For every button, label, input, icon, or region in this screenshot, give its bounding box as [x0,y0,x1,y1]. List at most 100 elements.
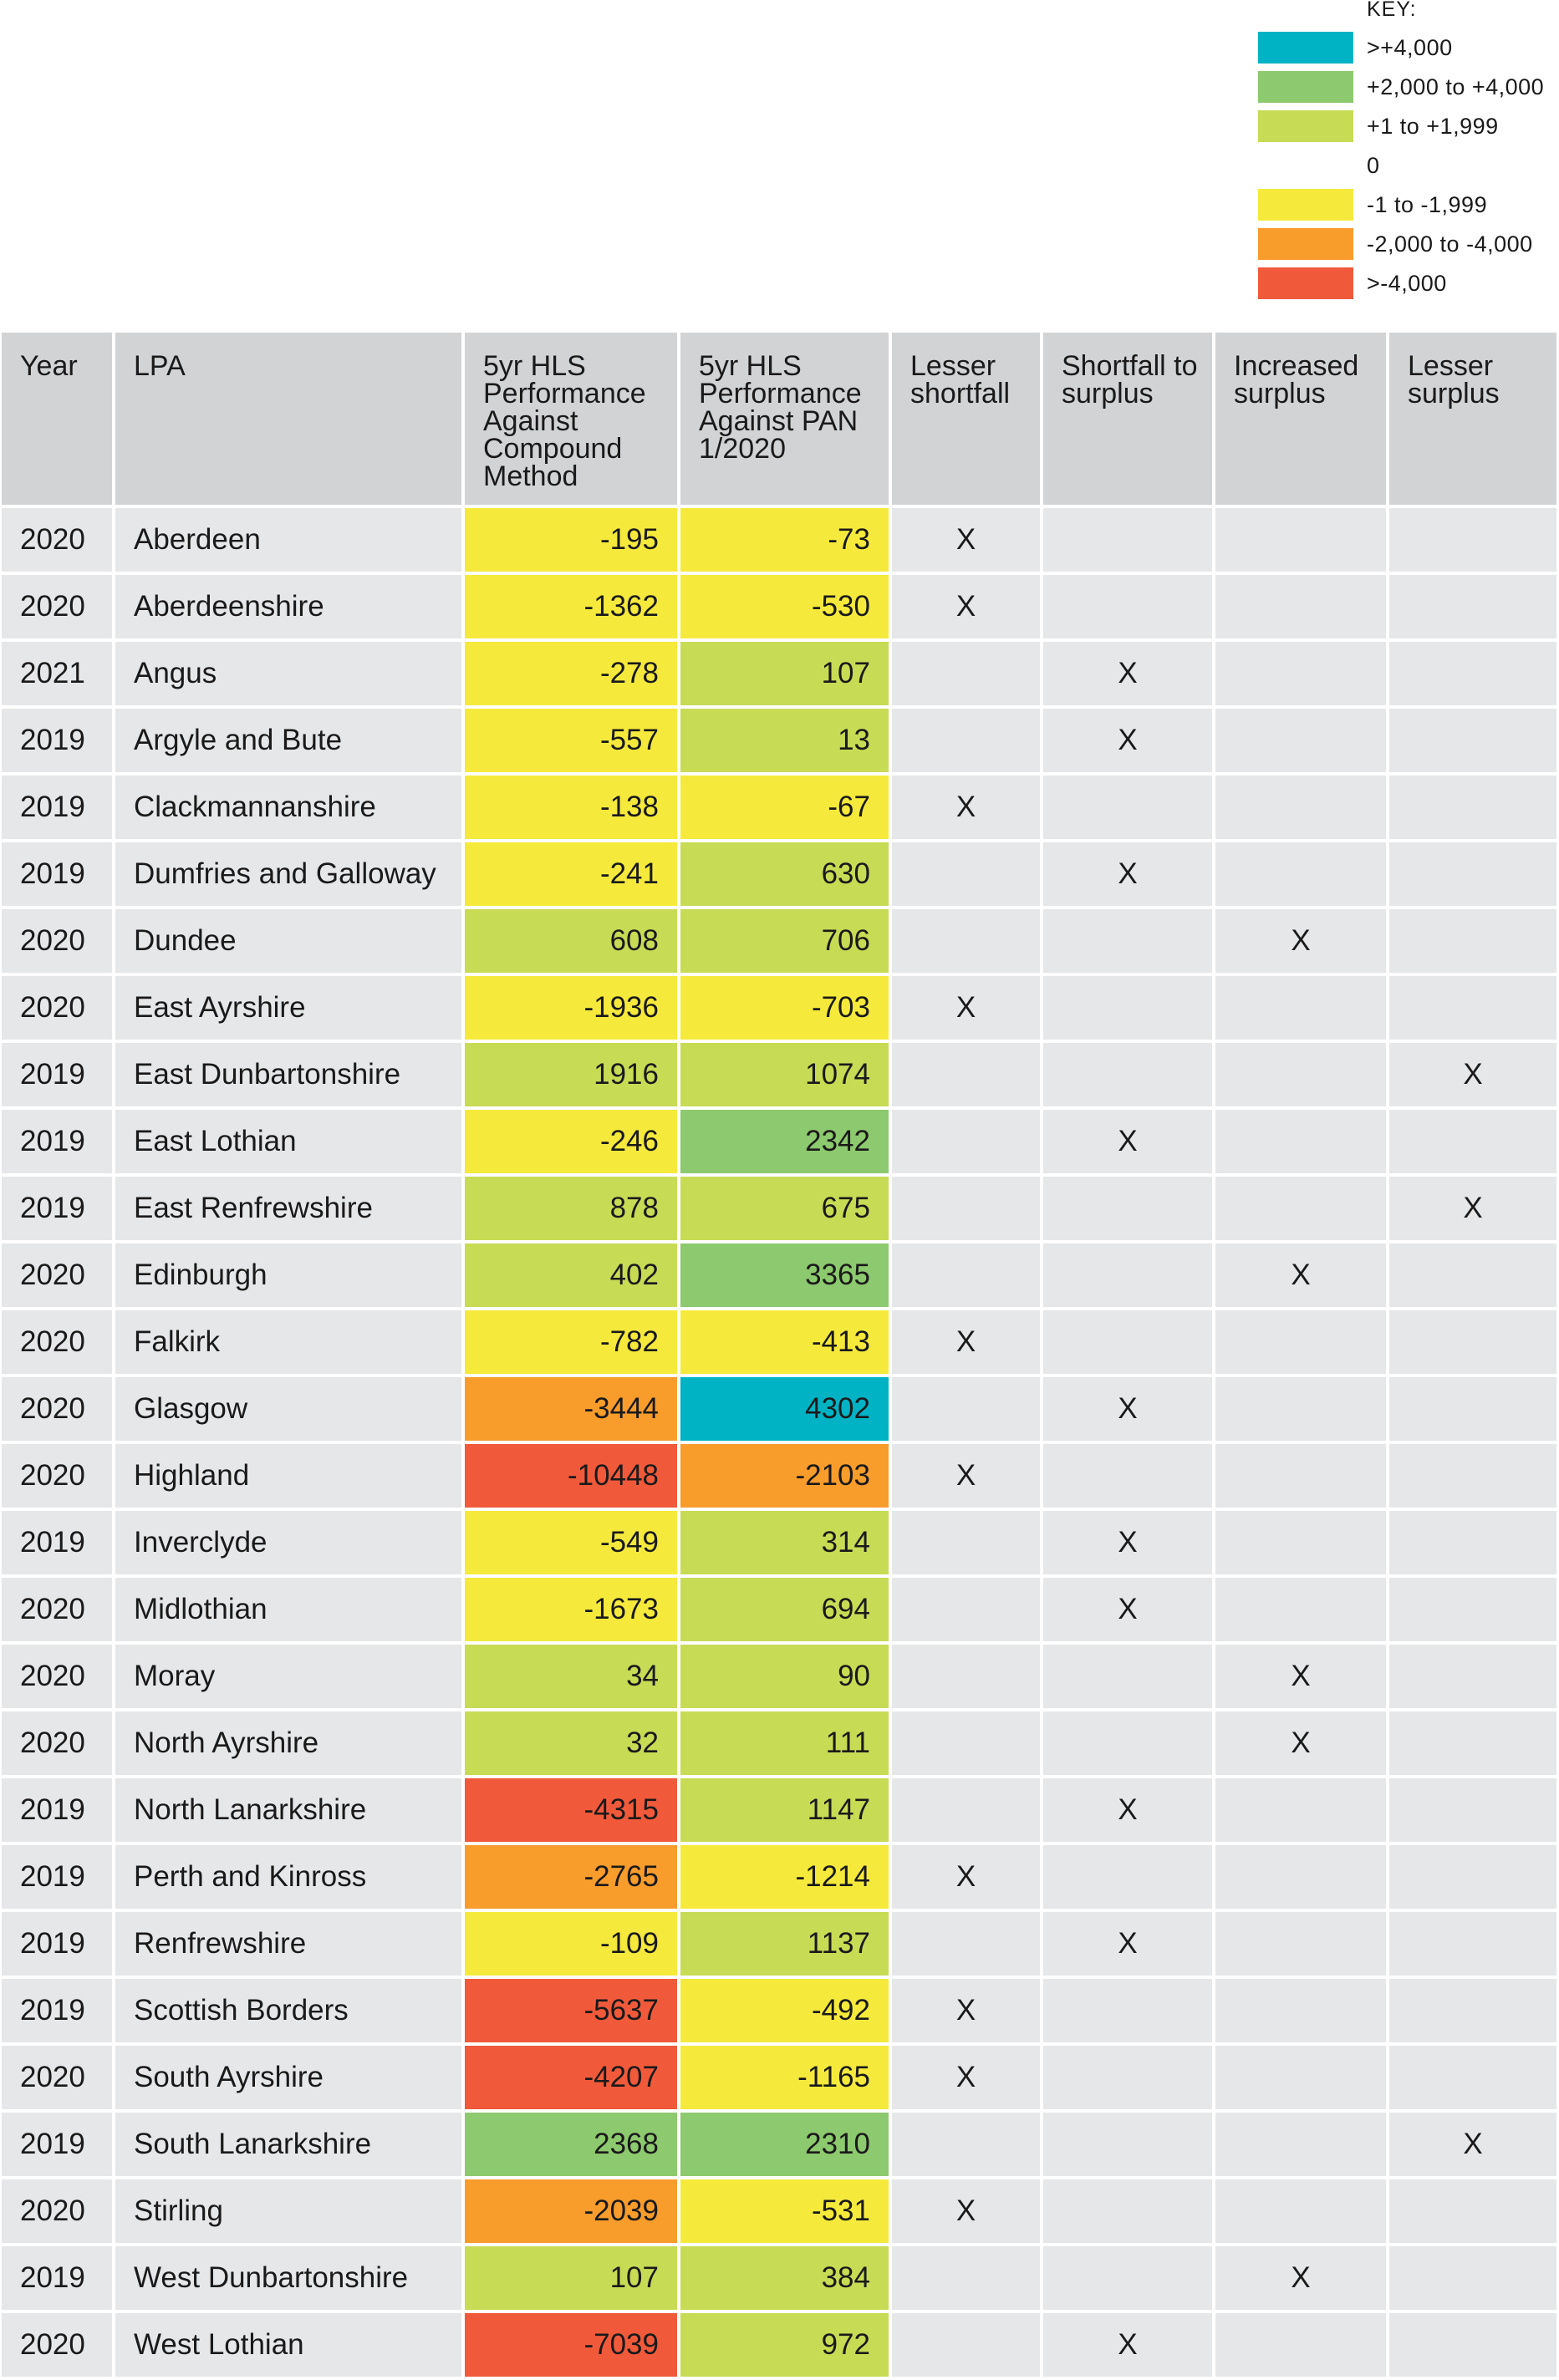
compound-value-cell: -4207 [465,2046,677,2109]
legend-label: +2,000 to +4,000 [1367,74,1545,99]
table-row: 2020 Moray 34 90 X [2,1645,1556,1708]
lpa-name-cell: Perth and Kinross [115,1845,461,1909]
year-cell: 2019 [2,1177,112,1240]
category-mark-cell: X [1215,909,1386,973]
pan-value-cell: -1165 [680,2046,889,2109]
lpa-name: East Ayrshire [134,991,306,1024]
legend-item: +2,000 to +4,000 [1258,71,1559,103]
header-cell-lpa: LPA [115,333,461,505]
lpa-name-cell: North Ayrshire [115,1711,461,1775]
category-mark: X [1118,2328,1138,2361]
category-mark-cell: X [1389,1177,1556,1240]
lpa-name-cell: Midlothian [115,1578,461,1641]
lpa-name-cell: South Ayrshire [115,2046,461,2109]
pan-value: 90 [838,1660,870,1692]
compound-value: 107 [609,2261,659,2294]
year: 2019 [20,2128,85,2160]
pan-value-cell: -2103 [680,1444,889,1508]
category-mark: X [1118,1125,1138,1157]
category-mark-cell: X [1215,1243,1386,1307]
category-mark-cell: X [1043,842,1212,906]
category-mark-cell [1389,842,1556,906]
year-cell: 2019 [2,1778,112,1842]
lpa-name: East Dunbartonshire [134,1058,401,1091]
category-mark-cell [1389,2246,1556,2310]
category-mark-cell [892,1377,1040,1441]
category-mark-cell: X [892,776,1040,839]
legend-title: KEY: [1367,0,1417,21]
category-mark-cell [1389,776,1556,839]
lpa-name: Midlothian [134,1593,267,1625]
category-mark: X [1118,724,1138,756]
category-mark: X [1291,1727,1311,1759]
category-mark-cell [892,1177,1040,1240]
category-mark-cell [1215,575,1386,638]
compound-value: 608 [609,924,659,957]
header-lpa: LPA [134,350,186,382]
year: 2019 [20,1793,85,1826]
lpa-name-cell: West Dunbartonshire [115,2246,461,2310]
pan-value-cell: 972 [680,2313,889,2377]
pan-value-cell: -413 [680,1310,889,1374]
year-cell: 2020 [2,1243,112,1307]
pan-value-cell: 4302 [680,1377,889,1441]
lpa-name: West Dunbartonshire [134,2261,409,2294]
category-mark-cell [1215,1310,1386,1374]
lpa-name-cell: Falkirk [115,1310,461,1374]
year-cell: 2019 [2,1511,112,1574]
legend-item: >+4,000 [1258,32,1559,64]
year-cell: 2020 [2,909,112,973]
pan-value: 675 [821,1192,870,1224]
table-row: 2020 Aberdeen -195 -73 X [2,508,1556,572]
lpa-name: Inverclyde [134,1526,267,1559]
lpa-name: Aberdeenshire [134,590,324,623]
category-mark-cell [1389,1778,1556,1842]
legend-item: -2,000 to -4,000 [1258,228,1559,260]
compound-value: -7039 [583,2328,659,2361]
header-cell-pan: 5yr HLS Performance Against PAN 1/2020 [680,333,889,505]
year: 2020 [20,2328,85,2361]
year-cell: 2020 [2,508,112,572]
category-mark-cell [892,642,1040,705]
category-mark-cell: X [1043,709,1212,772]
compound-value-cell: 402 [465,1243,677,1307]
lpa-name-cell: Scottish Borders [115,1979,461,2042]
year-cell: 2019 [2,1845,112,1909]
table-row: 2019 Argyle and Bute -557 13 X [2,709,1556,772]
year: 2020 [20,1259,85,1291]
lpa-name: Dumfries and Galloway [134,857,436,890]
legend-label: 0 [1367,153,1380,178]
category-mark: X [955,523,976,556]
category-mark-cell [1043,2179,1212,2243]
table-row: 2020 West Lothian -7039 972 X [2,2313,1556,2377]
table-header-row: Year LPA 5yr HLS Performance Against Com… [2,333,1556,505]
lpa-name: South Ayrshire [134,2061,324,2093]
category-mark-cell: X [892,1979,1040,2042]
category-mark-cell: X [1043,642,1212,705]
category-mark-cell [892,2246,1040,2310]
pan-value-cell: 2310 [680,2113,889,2176]
category-mark-cell [1043,1243,1212,1307]
category-mark-cell [1389,1711,1556,1775]
table-row: 2020 Glasgow -3444 4302 X [2,1377,1556,1441]
compound-value-cell: 32 [465,1711,677,1775]
pan-value: -530 [811,590,870,623]
category-mark: X [955,2061,976,2093]
table-row: 2020 Highland -10448 -2103 X [2,1444,1556,1508]
compound-value-cell: -5637 [465,1979,677,2042]
category-mark-cell [892,1043,1040,1106]
pan-value-cell: 630 [680,842,889,906]
compound-value: 402 [609,1259,659,1291]
year-cell: 2019 [2,2246,112,2310]
lpa-name-cell: Dumfries and Galloway [115,842,461,906]
category-mark-cell: X [1389,1043,1556,1106]
category-mark-cell [1215,776,1386,839]
table-row: 2020 Aberdeenshire -1362 -530 X [2,575,1556,638]
year-cell: 2019 [2,1043,112,1106]
compound-value-cell: -2765 [465,1845,677,1909]
year: 2020 [20,1392,85,1425]
table-row: 2020 Stirling -2039 -531 X [2,2179,1556,2243]
category-mark-cell [1389,909,1556,973]
compound-value: -5637 [583,1994,659,2027]
category-mark-cell: X [1215,2246,1386,2310]
